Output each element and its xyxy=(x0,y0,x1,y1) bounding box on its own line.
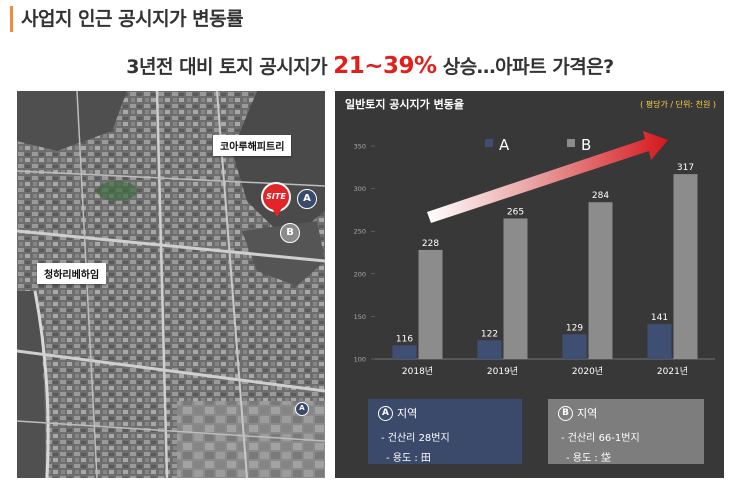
legend-label-a: A xyxy=(499,136,510,154)
bar-b xyxy=(503,218,528,359)
badge-a-icon: A xyxy=(378,405,393,421)
satellite-map[interactable]: 코아루해피트리 청하리베하임 SITE A B A xyxy=(17,91,325,478)
data-label-a: 116 xyxy=(396,334,413,344)
bar-a xyxy=(562,334,587,359)
x-tick-label: 2021년 xyxy=(657,366,688,377)
bar-a xyxy=(477,340,502,359)
x-tick-label: 2018년 xyxy=(402,366,433,377)
map-label-cheongha-villa: 청하리베하임 xyxy=(37,263,107,284)
marker-b-icon[interactable]: B xyxy=(280,223,300,243)
headline-post: 상승…아파트 가격은? xyxy=(436,56,614,78)
data-label-a: 122 xyxy=(481,329,498,339)
marker-a-icon[interactable]: A xyxy=(297,189,317,209)
legend-box-a: A 지역 - 건산리 28번지 - 용도 : 田 xyxy=(368,399,522,464)
y-tick-label: 200 xyxy=(354,270,366,278)
legend-box-b-line1: - 건산리 66-1번지 xyxy=(561,433,640,444)
headline-highlight: 21~39% xyxy=(333,53,437,79)
y-tick-label: 250 xyxy=(354,228,366,236)
page-title-bar: 사업지 인근 공시지가 변동률 xyxy=(10,6,244,32)
data-label-a: 129 xyxy=(566,323,583,333)
legend-box-b: B 지역 - 건산리 66-1번지 - 용도 : 垈 xyxy=(548,399,704,464)
x-tick-label: 2020년 xyxy=(572,366,603,377)
data-label-b: 317 xyxy=(677,163,694,173)
y-tick-label: 150 xyxy=(354,313,366,321)
y-tick-label: 350 xyxy=(354,143,366,151)
x-tick-label: 2019년 xyxy=(487,366,518,377)
legend-box-a-heading: 지역 xyxy=(397,407,418,420)
legend-box-b-line2: - 용도 : 垈 xyxy=(566,453,611,464)
chart-title: 일반토지 공시지가 변동율 xyxy=(345,98,464,111)
bar-a xyxy=(392,345,417,359)
bar-b xyxy=(673,174,698,359)
legend-swatch-b xyxy=(567,139,575,147)
bar-a xyxy=(647,324,672,359)
legend-box-a-line2: - 용도 : 田 xyxy=(386,453,431,464)
headline-pre: 3년전 대비 토지 공시지가 xyxy=(126,56,334,78)
site-pin-icon[interactable]: SITE xyxy=(261,182,291,217)
y-tick-label: 100 xyxy=(354,356,366,364)
marker-a-small-icon[interactable]: A xyxy=(295,402,309,416)
legend-label-b: B xyxy=(581,136,591,154)
badge-b-icon: B xyxy=(558,405,573,421)
data-label-a: 141 xyxy=(651,313,668,323)
headline: 3년전 대비 토지 공시지가 21~39% 상승…아파트 가격은? xyxy=(0,52,740,79)
bar-chart: 100 150 200 250 300 350 116 228 2018년 122 265 2019년… xyxy=(354,131,715,377)
y-tick-label: 300 xyxy=(354,185,366,193)
data-label-b: 228 xyxy=(422,239,439,249)
legend-box-b-heading: 지역 xyxy=(577,407,598,420)
trend-arrow-icon xyxy=(427,131,668,223)
data-label-b: 265 xyxy=(507,207,524,217)
data-label-b: 284 xyxy=(592,191,609,201)
chart-unit-label: ( 평당가 / 단위: 천원 ) xyxy=(640,100,716,109)
bar-b xyxy=(418,249,443,359)
map-label-korea-hapitree: 코아루해피트리 xyxy=(213,135,292,156)
bar-b xyxy=(588,202,613,359)
legend-swatch-a xyxy=(485,139,493,147)
legend-box-a-line1: - 건산리 28번지 xyxy=(381,433,450,444)
page-title: 사업지 인근 공시지가 변동률 xyxy=(21,8,244,30)
